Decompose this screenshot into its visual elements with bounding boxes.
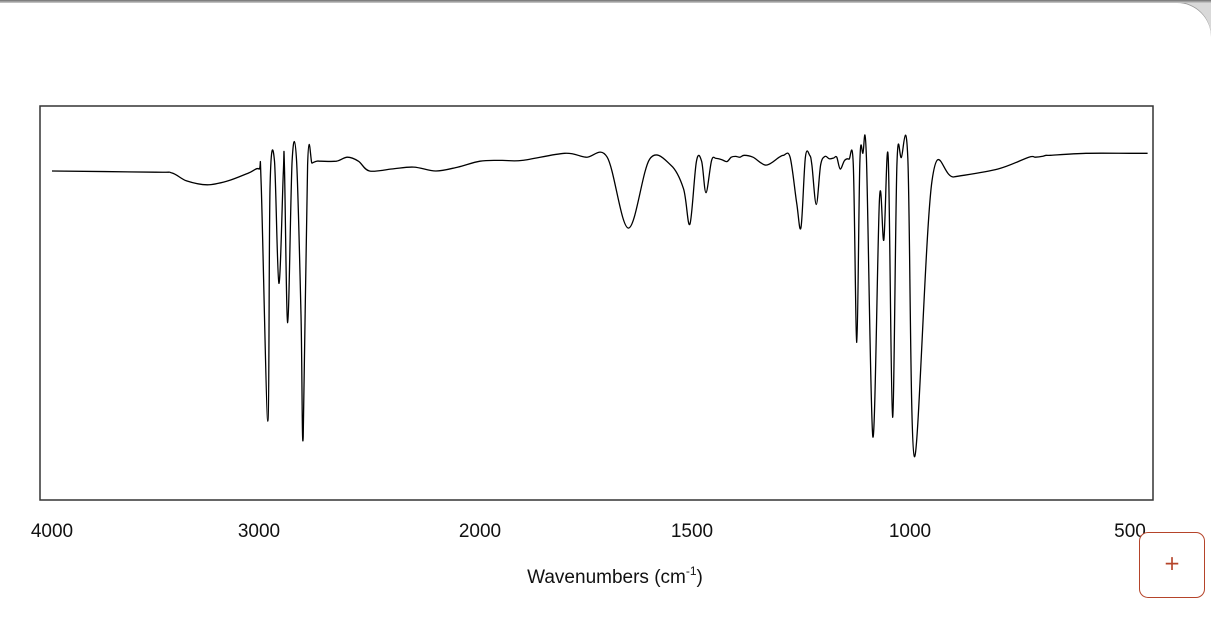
x-tick-label-1500: 1500 [671, 521, 713, 542]
ir-spectrum-chart: 4000 3000 2000 1500 1000 500 Wavenumbers (cm-… [31, 105, 1154, 588]
x-tick-label-4000: 4000 [31, 521, 73, 542]
add-button[interactable]: + [1139, 532, 1205, 598]
x-axis-label: Wavenumbers (cm-1) [527, 564, 703, 588]
window-top-edge [0, 0, 1211, 3]
x-tick-label-1000: 1000 [889, 521, 931, 542]
x-tick-labels: 4000 3000 2000 1500 1000 500 [31, 521, 1146, 542]
x-tick-label-500: 500 [1114, 521, 1146, 542]
x-tick-label-3000: 3000 [238, 521, 280, 542]
x-tick-label-2000: 2000 [459, 521, 501, 542]
plot-frame [39, 105, 1154, 501]
spectrum-line [51, 134, 1148, 458]
plus-icon: + [1163, 551, 1181, 575]
